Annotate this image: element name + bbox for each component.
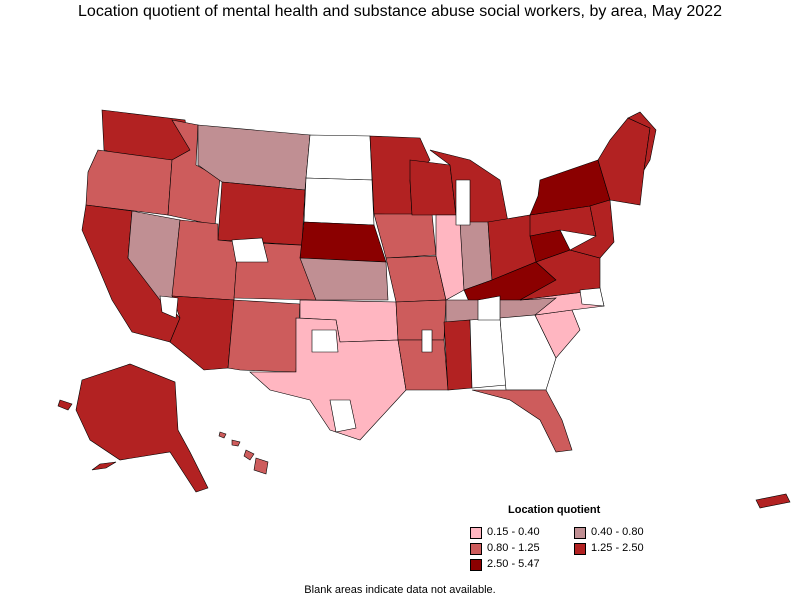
legend-item-q5: 2.50 - 5.47 [470, 558, 574, 571]
puerto-rico [755, 493, 791, 509]
region-florida [471, 389, 573, 453]
legend-swatch-q2 [574, 526, 586, 539]
legend-swatch-q5 [470, 558, 482, 571]
legend-swatch-q3 [470, 542, 482, 555]
contiguous-us [81, 109, 657, 453]
region-new-mexico [227, 299, 301, 373]
region-south-dakota [303, 177, 375, 226]
blank-patches [159, 179, 605, 433]
legend: Location quotient 0.15 - 0.40 0.40 - 0.8… [470, 504, 670, 571]
region-indiana [459, 221, 493, 291]
region-wyoming [217, 181, 306, 246]
legend-grid: 0.15 - 0.40 0.40 - 0.80 0.80 - 1.25 1.25… [470, 526, 670, 571]
alaska [57, 363, 209, 493]
region-north-dakota [305, 134, 373, 181]
region-wisconsin [409, 159, 457, 216]
region-arizona [169, 295, 235, 371]
legend-item-q3: 0.80 - 1.25 [470, 542, 574, 555]
region-missouri [385, 255, 447, 303]
region-georgia [499, 314, 557, 391]
region-texas [249, 317, 407, 441]
region-nebraska [299, 221, 387, 263]
legend-label-q3: 0.80 - 1.25 [487, 542, 540, 554]
legend-label-q1: 0.15 - 0.40 [487, 526, 540, 538]
footnote: Blank areas indicate data not available. [304, 584, 496, 596]
region-maine [627, 111, 657, 171]
region-kansas [299, 257, 389, 301]
legend-item-q2: 0.40 - 0.80 [574, 526, 670, 539]
legend-swatch-q1 [470, 526, 482, 539]
legend-item-q4: 1.25 - 2.50 [574, 542, 670, 555]
region-mississippi [443, 319, 473, 391]
legend-item-q1: 0.15 - 0.40 [470, 526, 574, 539]
legend-label-q5: 2.50 - 5.47 [487, 558, 540, 570]
map-title: Location quotient of mental health and s… [78, 3, 722, 20]
hawaii [218, 431, 269, 475]
region-iowa [373, 213, 437, 259]
legend-title: Location quotient [508, 504, 601, 516]
region-oregon [85, 149, 173, 216]
legend-label-q2: 0.40 - 0.80 [591, 526, 644, 538]
region-arkansas [395, 299, 447, 341]
legend-swatch-q4 [574, 542, 586, 555]
legend-label-q4: 1.25 - 2.50 [591, 542, 644, 554]
